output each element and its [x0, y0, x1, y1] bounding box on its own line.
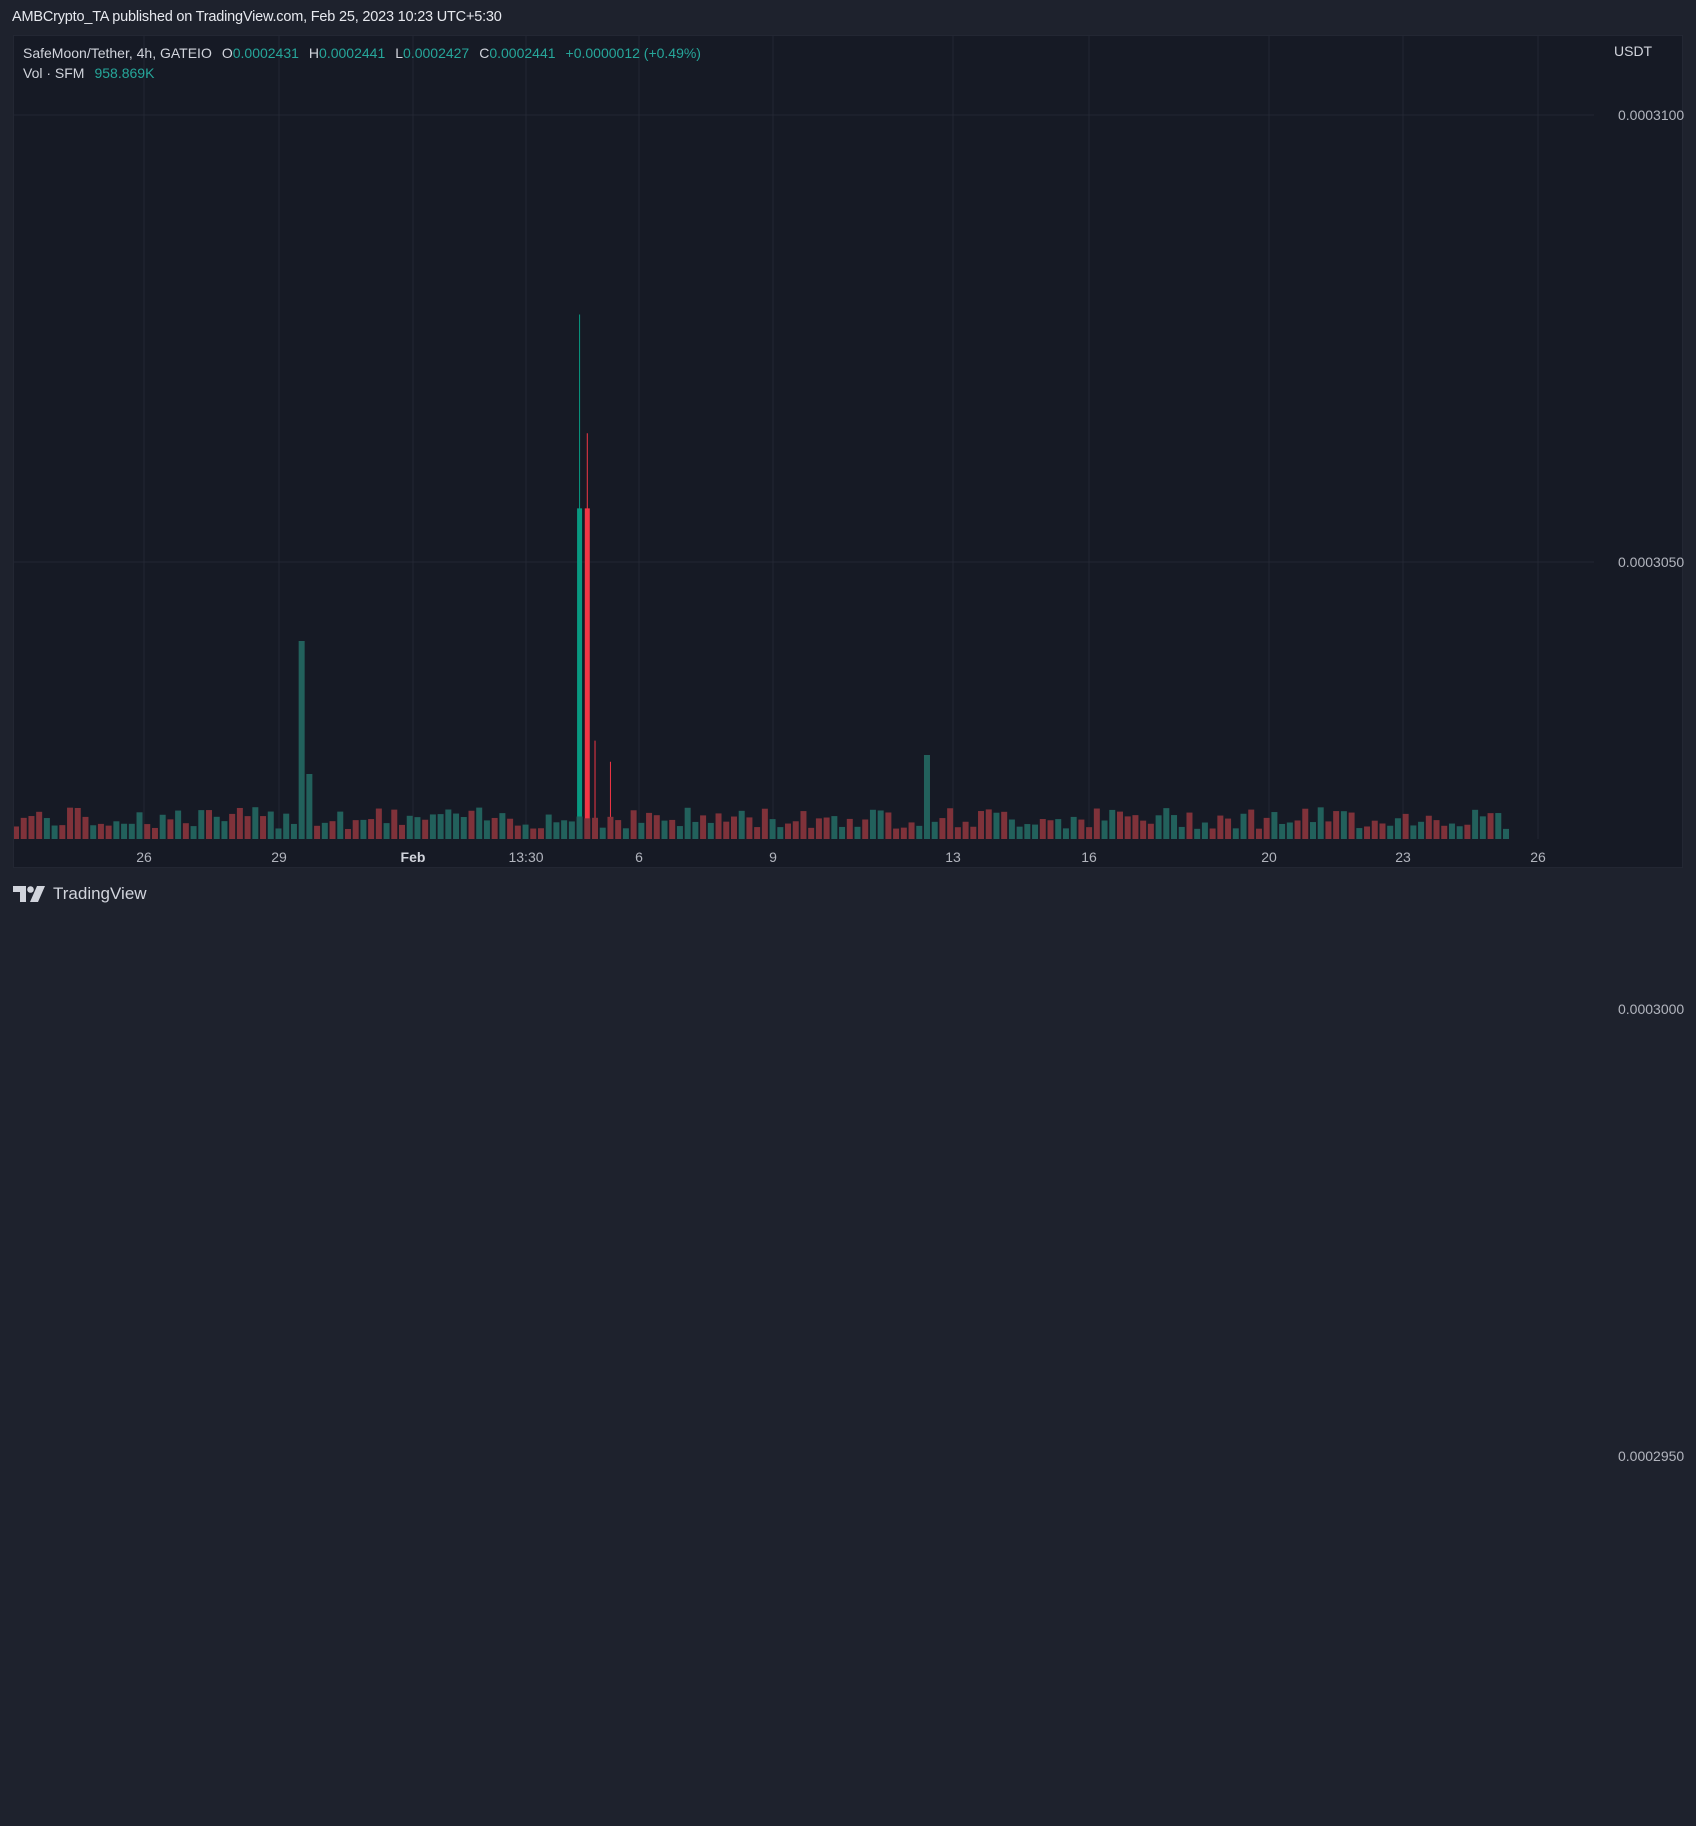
price-tick-label: 0.0003000: [1618, 1001, 1685, 1017]
time-tick-label: Feb: [400, 849, 426, 865]
chart-frame[interactable]: SafeMoon/Tether, 4h, GATEIO O0.0002431 H0.…: [13, 35, 1685, 1464]
tradingview-logo[interactable]: TradingView: [13, 884, 147, 904]
close-value: 0.0002441: [489, 45, 556, 61]
change-value: +0.0000012 (+0.49%): [565, 45, 701, 61]
time-axis[interactable]: 26 29 Feb 13:30 6 9 13 16 20 23 26: [14, 839, 1684, 869]
volume-legend-row: Vol · SFM 958.869K: [23, 63, 701, 83]
low-value: 0.0002427: [403, 45, 470, 61]
time-tick-label: 13:30: [508, 849, 544, 865]
time-tick-label: 26: [1530, 849, 1546, 865]
volume-value: 958.869K: [94, 65, 155, 81]
volume-label[interactable]: Vol · SFM: [23, 65, 85, 81]
close-label: C: [479, 45, 490, 61]
price-tick-label: 0.0003050: [1618, 554, 1685, 570]
tradingview-logo-icon: [13, 886, 45, 902]
candlestick-chart[interactable]: [14, 36, 1594, 839]
time-tick-label: 9: [769, 849, 777, 865]
time-tick-label: 20: [1261, 849, 1277, 865]
time-tick-label: 6: [635, 849, 643, 865]
open-value: 0.0002431: [232, 45, 299, 61]
time-tick-label: 16: [1081, 849, 1097, 865]
chart-legend: SafeMoon/Tether, 4h, GATEIO O0.0002431 H0.…: [23, 43, 701, 83]
time-tick-label: 29: [271, 849, 287, 865]
open-label: O: [221, 45, 233, 61]
published-by-header: AMBCrypto_TA published on TradingView.co…: [12, 9, 502, 25]
time-tick-label: 13: [945, 849, 961, 865]
tradingview-brand: TradingView: [53, 884, 147, 903]
currency-label[interactable]: USDT: [1614, 43, 1653, 59]
high-label: H: [308, 45, 320, 61]
price-axis[interactable]: [1594, 36, 1684, 839]
price-tick-label: 0.0003100: [1618, 107, 1685, 123]
low-label: L: [395, 45, 404, 61]
high-value: 0.0002441: [319, 45, 386, 61]
chart-plot-area[interactable]: SafeMoon/Tether, 4h, GATEIO O0.0002431 H0.…: [14, 36, 1594, 839]
time-tick-label: 23: [1395, 849, 1411, 865]
price-tick-label: 0.0002950: [1618, 1448, 1685, 1464]
ohlc-legend-row: SafeMoon/Tether, 4h, GATEIO O0.0002431 H0.…: [23, 43, 701, 63]
symbol-title[interactable]: SafeMoon/Tether, 4h, GATEIO: [23, 45, 212, 61]
time-tick-label: 26: [136, 849, 152, 865]
